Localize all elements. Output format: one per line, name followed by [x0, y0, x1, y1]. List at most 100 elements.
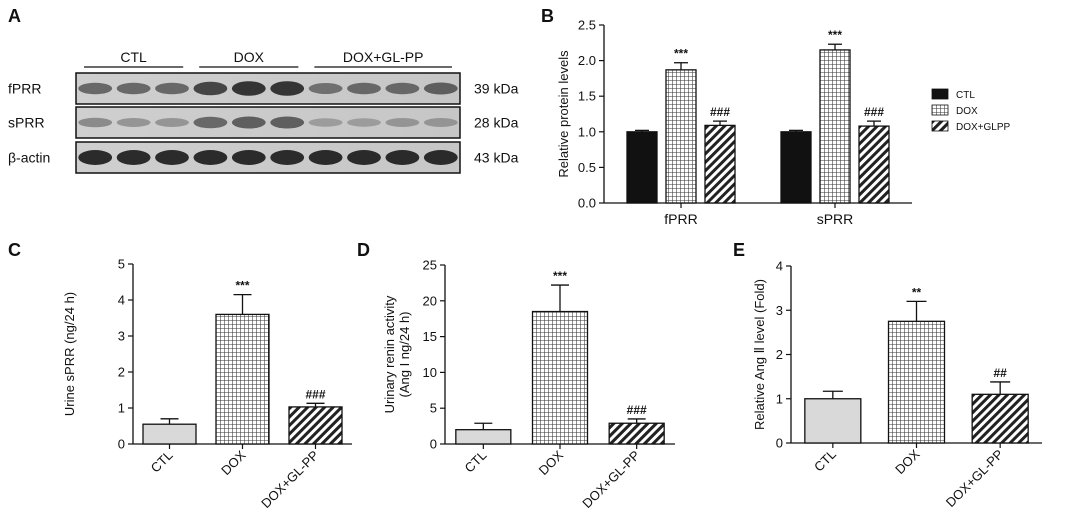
blot-band [78, 82, 113, 95]
blot-band [78, 117, 113, 128]
y-tick-label: 0.0 [578, 196, 596, 211]
blot-size-label: 43 kDa [474, 150, 519, 166]
panel-label-c: C [8, 240, 21, 260]
y-tick-label: 3 [118, 329, 125, 344]
blot-band [155, 82, 189, 95]
bar [665, 69, 697, 204]
bar [608, 422, 665, 445]
bar [142, 423, 197, 445]
significance-mark: *** [553, 269, 567, 283]
blot-band [116, 82, 151, 95]
significance-mark: *** [828, 28, 842, 42]
x-tick-label: sPRR [817, 211, 854, 227]
significance-mark: ### [710, 105, 730, 119]
bar [971, 393, 1029, 444]
blot-band [308, 83, 343, 94]
blot-band [308, 150, 343, 165]
bar [215, 313, 270, 445]
significance-mark: ### [864, 105, 884, 119]
blot-band [308, 118, 343, 127]
legend-label: DOX [956, 106, 978, 117]
y-tick-label: 2 [118, 365, 125, 380]
blot-band [193, 116, 228, 129]
y-axis-label: Urine sPRR (ng/24 h) [62, 292, 77, 416]
panel-label-d: D [357, 240, 370, 260]
bar [887, 320, 946, 444]
y-tick-label: 2.0 [578, 53, 596, 68]
x-tick-label: DOX+GL-PP [943, 447, 1006, 510]
blot-band [347, 118, 381, 127]
blot-band [155, 150, 189, 165]
y-tick-label: 15 [423, 329, 437, 344]
blot-band [193, 81, 228, 96]
y-tick-label: 10 [423, 365, 437, 380]
blot-band [78, 150, 113, 165]
y-tick-label: 25 [423, 258, 437, 273]
legend-swatch [931, 88, 949, 100]
x-tick-label: fPRR [664, 211, 697, 227]
significance-mark: *** [674, 47, 688, 61]
y-tick-label: 4 [118, 293, 125, 308]
blot-size-label: 28 kDa [474, 115, 519, 131]
blot-band [231, 81, 266, 96]
panel-label-e: E [733, 240, 745, 260]
y-tick-label: 1 [776, 391, 783, 406]
y-tick-label: 1.5 [578, 89, 596, 104]
y-tick-label: 0 [776, 436, 783, 451]
blot-band [385, 82, 420, 95]
legend-swatch [931, 120, 949, 132]
blot-band [193, 150, 228, 165]
x-tick-label: DOX [536, 447, 567, 478]
y-tick-label: 0.5 [578, 160, 596, 175]
y-tick-label: 3 [776, 303, 783, 318]
blot-group-label: DOX [234, 49, 265, 65]
y-tick-label: 0 [430, 437, 437, 452]
y-axis-label: Relative Ang Ⅱ level (Fold) [752, 279, 767, 430]
blot-band [270, 81, 305, 96]
bar [704, 124, 736, 204]
blot-band [347, 82, 381, 95]
legend-label: DOX+GLPP [956, 122, 1011, 133]
x-tick-label: DOX+GL-PP [258, 448, 321, 511]
x-tick-label: DOX [218, 447, 249, 478]
panel-label-b: B [541, 6, 554, 26]
bar [455, 429, 512, 445]
significance-mark: ### [627, 403, 647, 417]
x-tick-label: CTL [461, 448, 489, 476]
blot-band [423, 82, 458, 95]
blot-band [231, 150, 266, 165]
y-tick-label: 4 [776, 259, 783, 274]
blot-band [270, 116, 305, 129]
y-tick-label: 5 [118, 257, 125, 272]
blot-group-label: CTL [120, 49, 147, 65]
x-tick-label: CTL [811, 447, 839, 475]
blot-row-label: sPRR [8, 115, 45, 131]
y-tick-label: 0 [118, 437, 125, 452]
bar [531, 310, 589, 445]
bar [804, 398, 862, 444]
x-tick-label: DOX+GL-PP [579, 448, 642, 511]
y-tick-label: 1.0 [578, 124, 596, 139]
significance-mark: ## [993, 366, 1007, 380]
bar [858, 125, 890, 204]
significance-mark: ### [305, 387, 325, 401]
blot-band [423, 150, 458, 165]
blot-row-label: fPRR [8, 81, 41, 97]
x-tick-label: DOX [892, 446, 923, 477]
blot-group-label: DOX+GL-PP [343, 49, 424, 65]
blot-size-label: 39 kDa [474, 81, 519, 97]
blot-band [116, 118, 151, 127]
y-axis-label: Relative protein levels [556, 50, 571, 178]
y-axis-label: Urinary renin activity [382, 295, 397, 413]
blot-band [155, 118, 189, 127]
blot-band [116, 150, 151, 165]
significance-mark: ** [912, 285, 922, 299]
y-tick-label: 20 [423, 293, 437, 308]
y-tick-label: 2.5 [578, 18, 596, 33]
y-tick-label: 2 [776, 347, 783, 362]
bar [780, 131, 812, 204]
blot-row-label: β-actin [8, 150, 50, 166]
bar [626, 131, 658, 204]
y-tick-label: 1 [118, 401, 125, 416]
